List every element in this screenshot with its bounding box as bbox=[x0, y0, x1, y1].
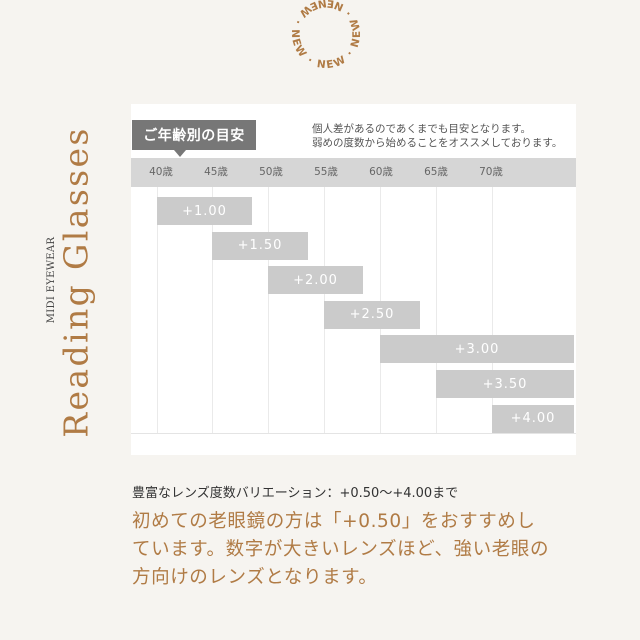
age-strip: 40歳 45歳 50歳 55歳 60歳 65歳 70歳 bbox=[131, 158, 576, 187]
recommendation-line: 初めての老眼鏡の方は「+0.50」をおすすめし bbox=[132, 511, 536, 532]
new-badge-text: NEW · NEW · NEW · NEW · NEW · bbox=[262, 0, 363, 71]
age-label: 50歳 bbox=[259, 166, 283, 178]
power-bar: +2.50 bbox=[324, 300, 420, 329]
age-label: 55歳 bbox=[314, 166, 338, 178]
grid-line bbox=[436, 187, 437, 433]
recommendation-line: ています。数字が大きいレンズほど、強い老眼の bbox=[132, 539, 550, 560]
recommendation-line: 方向けのレンズとなります。 bbox=[132, 567, 378, 588]
age-label: 60歳 bbox=[369, 166, 393, 178]
power-bar: +1.00 bbox=[157, 197, 252, 225]
grid-line bbox=[212, 187, 213, 433]
variation-lead: 豊富なレンズ度数バリエーション：+0.50〜+4.00まで bbox=[132, 486, 459, 501]
grid-line bbox=[268, 187, 269, 433]
guide-note: 個人差があるのであくまでも目安となります。 弱めの度数から始めることをオススメし… bbox=[312, 122, 562, 150]
page-title: Reading Glasses bbox=[56, 126, 96, 438]
grid-line bbox=[492, 187, 493, 433]
age-label: 70歳 bbox=[479, 166, 503, 178]
power-bar: +3.50 bbox=[436, 370, 574, 398]
age-label: 45歳 bbox=[204, 166, 228, 178]
recommendation-text: 初めての老眼鏡の方は「+0.50」をおすすめし ています。数字が大きいレンズほど… bbox=[132, 508, 602, 592]
guide-note-line: 弱めの度数から始めることをオススメしております。 bbox=[312, 137, 563, 149]
power-bar: +4.00 bbox=[492, 404, 574, 433]
power-bar: +1.50 bbox=[212, 231, 308, 260]
age-label: 65歳 bbox=[424, 166, 448, 178]
guide-note-line: 個人差があるのであくまでも目安となります。 bbox=[312, 123, 532, 135]
brand-label: MIDI EYEWEAR bbox=[46, 236, 57, 324]
age-guide-tag: ご年齢別の目安 bbox=[132, 120, 256, 157]
age-label: 40歳 bbox=[149, 166, 173, 178]
power-bar: +2.00 bbox=[268, 266, 363, 295]
grid-line bbox=[157, 187, 158, 433]
new-badge: NEW · NEW · NEW · NEW · NEW · bbox=[262, 0, 363, 71]
power-bar: +3.00 bbox=[380, 335, 574, 364]
chart-baseline bbox=[131, 433, 576, 434]
